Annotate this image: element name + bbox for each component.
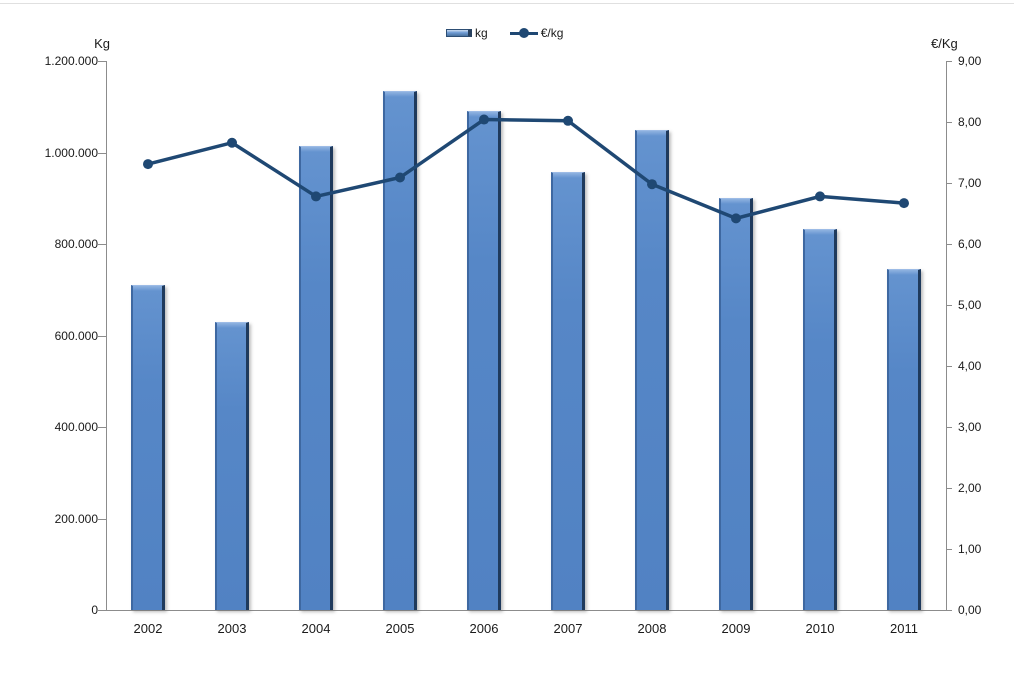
right-axis-tick: [947, 549, 952, 550]
left-axis-tick: [98, 427, 106, 428]
right-axis-line: [946, 61, 947, 610]
left-axis-tick: [98, 152, 106, 154]
right-axis-tick: [947, 244, 952, 245]
chart-top-border: [0, 3, 1014, 4]
x-axis-category-label: 2011: [890, 621, 918, 636]
legend-entry-kg: kg: [446, 26, 488, 40]
line-marker-2002: [143, 159, 153, 170]
right-axis-tick-label: 5,00: [958, 298, 982, 312]
right-axis-tick-label: 2,00: [958, 481, 982, 495]
right-axis-tick-label: 6,00: [958, 237, 982, 251]
left-axis-tick-label: 800.000: [54, 237, 98, 251]
left-axis-tick: [98, 335, 106, 337]
line-marker-2004: [311, 191, 321, 202]
legend-bar-swatch-icon: [446, 29, 472, 37]
left-axis-title: Kg: [94, 36, 110, 51]
right-axis-tick-label: 7,00: [958, 176, 982, 190]
left-axis-tick-label: 1.200.000: [44, 54, 98, 68]
line-marker-2003: [227, 137, 237, 148]
left-axis-line: [106, 61, 107, 610]
bar-2004: [299, 145, 333, 610]
right-axis-tick-label: 3,00: [958, 420, 982, 434]
x-axis-category-label: 2007: [553, 621, 583, 636]
bar-2006: [467, 111, 501, 610]
right-axis-tick: [947, 366, 952, 367]
x-axis-line: [106, 610, 947, 611]
bar-2011: [887, 269, 921, 610]
legend-label: kg: [475, 26, 488, 40]
bar-2010: [803, 228, 837, 610]
bar-2002: [131, 285, 165, 610]
left-axis-tick-label: 0: [91, 603, 98, 617]
legend-line-marker-swatch-icon: [509, 27, 538, 39]
x-axis-category-label: 2010: [805, 621, 835, 636]
line-marker-2011: [899, 198, 909, 209]
right-axis-tick: [947, 122, 952, 123]
right-axis-tick: [947, 427, 952, 428]
line-marker-2009: [731, 213, 741, 224]
right-axis-tick: [947, 305, 952, 306]
right-axis-tick-label: 0,00: [958, 603, 982, 617]
left-axis-tick-label: 400.000: [54, 420, 98, 434]
left-axis-tick-label: 1.000.000: [44, 145, 98, 160]
x-axis-category-label: 2005: [385, 621, 415, 636]
right-axis-tick: [947, 488, 952, 489]
x-axis-category-label: 2009: [721, 621, 751, 636]
left-axis-tick: [98, 518, 106, 520]
right-axis-tick-label: 9,00: [958, 54, 982, 68]
left-axis-tick: [98, 61, 106, 62]
x-axis-category-label: 2006: [469, 621, 499, 636]
bar-2009: [719, 198, 753, 610]
chart-legend: kg €/kg: [446, 26, 563, 40]
line-marker-2008: [647, 179, 657, 190]
x-axis-category-label: 2008: [637, 621, 667, 636]
line-marker-2010: [815, 191, 825, 202]
left-axis-tick: [98, 244, 106, 245]
right-axis-tick: [947, 183, 952, 184]
legend-label: €/kg: [540, 26, 564, 40]
line-series-path: [147, 117, 905, 221]
line-marker-2007: [563, 115, 573, 126]
right-axis-tick: [947, 610, 952, 611]
bar-2007: [551, 172, 585, 610]
line-marker-2006: [479, 114, 489, 125]
x-axis-category-label: 2004: [301, 621, 331, 636]
bar-2008: [635, 129, 669, 610]
legend-marker-dot-icon: [518, 28, 529, 38]
x-axis-category-label: 2003: [217, 621, 247, 636]
x-axis-category-label: 2002: [133, 621, 163, 636]
bar-2003: [215, 321, 249, 610]
right-axis-tick-label: 4,00: [958, 359, 982, 373]
right-axis-tick-label: 1,00: [958, 542, 982, 556]
line-marker-2005: [395, 172, 405, 183]
legend-entry-kg: €/kg: [509, 26, 564, 40]
right-axis-tick-label: 8,00: [958, 115, 982, 129]
left-axis-tick-label: 200.000: [54, 511, 98, 526]
left-axis-tick: [98, 610, 106, 611]
right-axis-tick: [947, 61, 952, 62]
left-axis-tick-label: 600.000: [54, 328, 98, 343]
right-axis-title: €/Kg: [931, 36, 958, 51]
